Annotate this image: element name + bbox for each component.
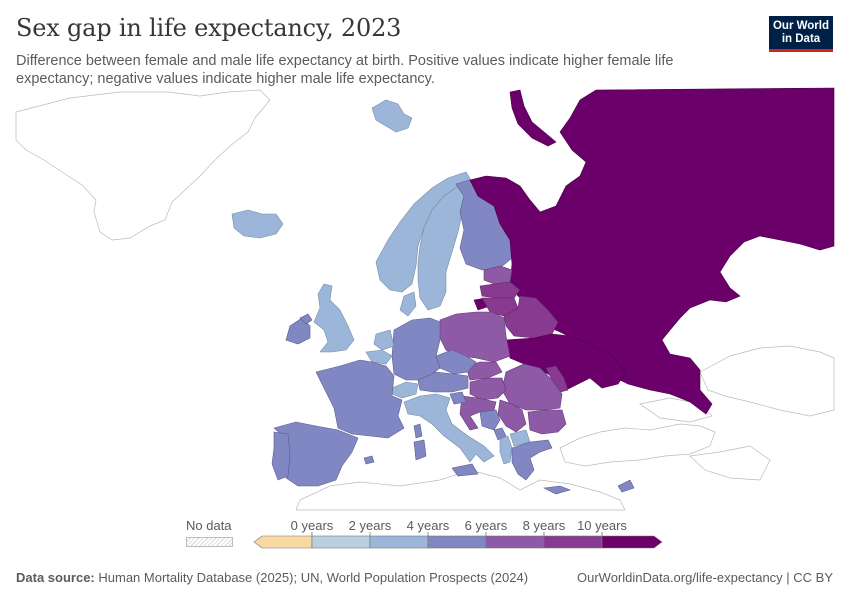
region-latvia[interactable] [479,281,521,299]
region-slovakia[interactable] [465,361,503,381]
region-bulgaria[interactable] [527,409,567,435]
region-crete[interactable] [542,485,571,495]
region-switzerland[interactable] [391,381,419,399]
region-balearic[interactable] [363,455,375,465]
region-north-africa[interactable] [295,469,626,511]
chart-subtitle: Difference between female and male life … [16,53,674,87]
region-novaya-zemlya[interactable] [509,89,557,147]
region-iceland[interactable] [231,209,284,239]
region-turkey[interactable] [559,423,716,467]
region-corsica[interactable] [413,423,423,439]
region-france[interactable] [315,359,405,439]
region-estonia[interactable] [483,265,513,285]
chart-title: Sex gap in life expectancy, 2023 [16,14,402,42]
region-sicily[interactable] [451,463,479,477]
footer-source: Data source: Human Mortality Database (2… [16,570,528,585]
region-albania[interactable] [499,435,513,465]
region-poland[interactable] [439,311,511,363]
region-greenland[interactable] [15,89,271,241]
region-italy[interactable] [403,393,495,463]
region-romania[interactable] [501,363,563,411]
region-slovenia[interactable] [449,391,467,405]
owid-logo[interactable]: Our World in Data [769,16,833,52]
region-svalbard[interactable] [371,99,413,133]
region-northern-ireland[interactable] [299,313,313,325]
region-bosnia[interactable] [479,409,501,431]
source-label: Data source: [16,570,95,585]
region-croatia[interactable] [459,395,497,431]
region-sardinia[interactable] [413,439,427,461]
footer-link[interactable]: OurWorldinData.org/life-expectancy | CC … [576,570,833,585]
region-sweden[interactable] [417,185,467,311]
region-denmark[interactable] [399,291,417,317]
region-montenegro[interactable] [493,427,507,441]
region-germany[interactable] [391,317,441,381]
logo-line-1: Our World [772,20,829,32]
region-belarus[interactable] [503,295,559,339]
region-austria[interactable] [417,371,469,393]
region-greece[interactable] [511,439,553,481]
region-czechia[interactable] [435,349,477,375]
region-netherlands[interactable] [373,329,395,351]
region-serbia[interactable] [497,399,527,433]
no-data-regions [15,89,835,511]
region-belgium[interactable] [365,349,393,365]
region-hungary[interactable] [469,377,507,401]
logo-line-2: in Data [781,33,821,45]
region-middle-east[interactable] [689,445,771,481]
source-text: Human Mortality Database (2025); UN, Wor… [98,570,529,585]
region-kazakhstan[interactable] [699,345,835,417]
region-cyprus[interactable] [617,479,635,493]
region-portugal[interactable] [271,431,291,481]
region-great-britain[interactable] [313,283,355,353]
